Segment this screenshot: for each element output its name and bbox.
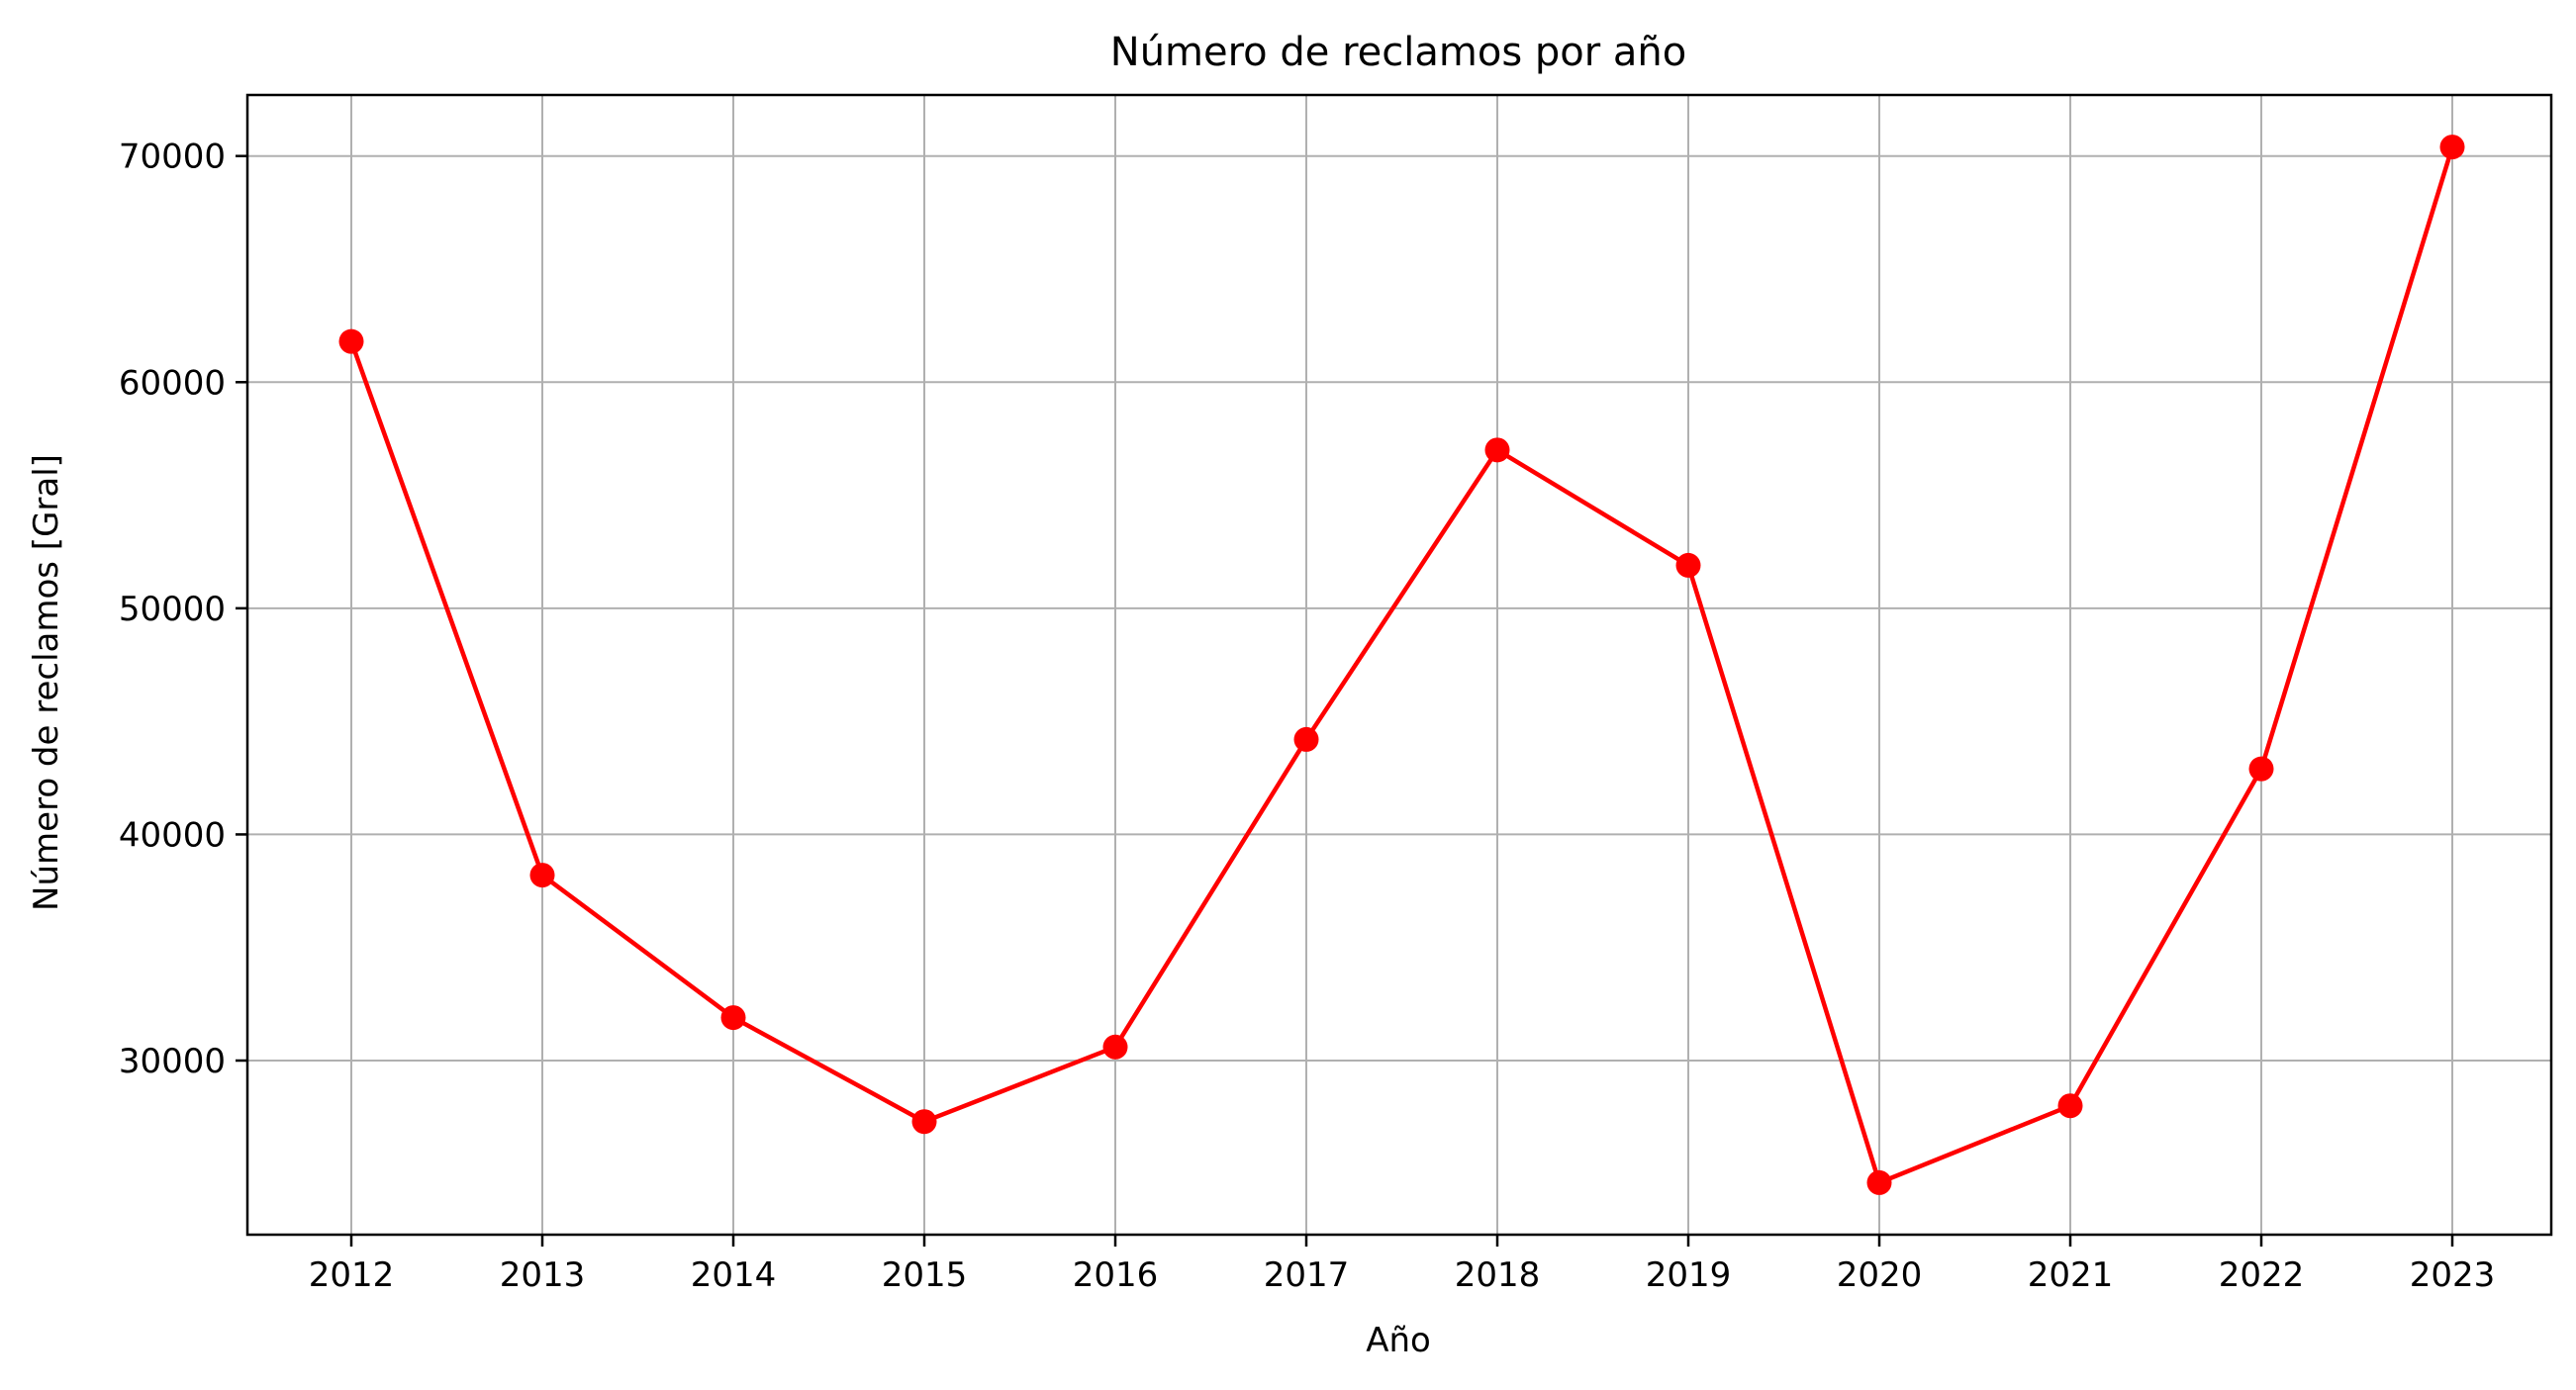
data-point <box>1102 1034 1128 1060</box>
data-point <box>1484 437 1510 463</box>
data-point <box>2439 135 2465 160</box>
data-point <box>911 1109 937 1135</box>
x-tick-label: 2022 <box>2219 1255 2305 1295</box>
x-axis-label: Año <box>1366 1321 1431 1360</box>
y-tick-label: 50000 <box>119 590 226 629</box>
x-tick-label: 2014 <box>691 1255 777 1295</box>
x-tick-label: 2016 <box>1073 1255 1159 1295</box>
y-tick-label: 40000 <box>119 815 226 855</box>
data-series <box>338 135 2465 1195</box>
x-tick-label: 2019 <box>1646 1255 1732 1295</box>
chart-title: Número de reclamos por año <box>1110 30 1686 75</box>
x-tick-label: 2021 <box>2028 1255 2114 1295</box>
data-point <box>2248 756 2274 782</box>
x-tick-label: 2017 <box>1264 1255 1350 1295</box>
x-tick-label: 2015 <box>882 1255 968 1295</box>
data-point <box>720 1005 746 1031</box>
y-tick-label: 70000 <box>119 138 226 177</box>
data-point <box>1293 726 1319 752</box>
data-point <box>1866 1169 1892 1195</box>
x-tick-label: 2012 <box>309 1255 395 1295</box>
x-tick-label: 2023 <box>2410 1255 2496 1295</box>
x-tick-label: 2020 <box>1837 1255 1923 1295</box>
grid-lines <box>247 95 2551 1235</box>
x-tick-label: 2013 <box>500 1255 586 1295</box>
y-axis-label: Número de reclamos [Gral] <box>27 454 66 911</box>
data-point <box>2057 1093 2083 1119</box>
axis-ticks: 2012 2013 2014 2015 2016 2017 2018 2019 2020 2021… <box>119 138 2495 1295</box>
x-tick-label: 2018 <box>1455 1255 1541 1295</box>
series-line <box>348 145 2455 1185</box>
data-point <box>529 863 555 888</box>
plot-frame <box>245 93 2553 1237</box>
y-tick-label: 60000 <box>119 363 226 403</box>
data-point <box>338 328 364 354</box>
data-point <box>1675 552 1701 578</box>
y-tick-label: 30000 <box>119 1042 226 1081</box>
